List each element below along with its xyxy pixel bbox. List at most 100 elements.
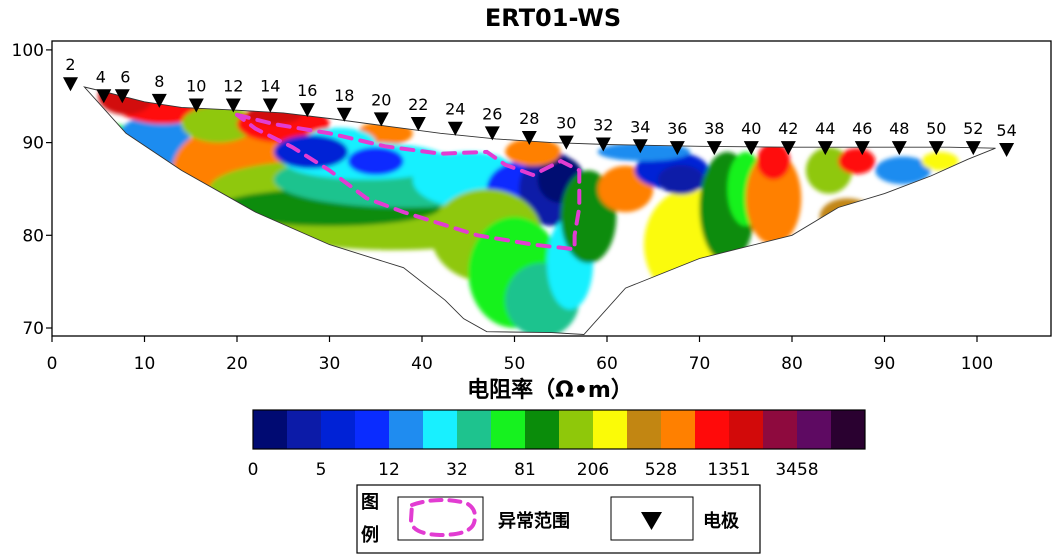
electrode-label: 50 xyxy=(926,119,946,138)
electrode-marker xyxy=(484,126,500,141)
electrode-label: 30 xyxy=(556,114,576,133)
electrode-marker xyxy=(336,107,352,122)
colorbar-swatch xyxy=(627,410,662,449)
x-tick-label: 60 xyxy=(596,354,618,374)
electrode-label: 24 xyxy=(445,100,465,119)
legend-anomaly-label: 异常范围 xyxy=(498,510,570,532)
electrode-label: 38 xyxy=(704,119,724,138)
electrode-label: 36 xyxy=(667,119,687,138)
colorbar-swatch xyxy=(695,410,730,449)
colorbar-swatch xyxy=(457,410,492,449)
electrode-label: 4 xyxy=(96,67,106,86)
colorbar-tick-label: 528 xyxy=(645,460,677,480)
colorbar-tick-label: 1351 xyxy=(707,460,750,480)
anomaly-boundary xyxy=(235,112,582,252)
electrode-marker xyxy=(151,93,167,108)
electrode-label: 32 xyxy=(593,115,613,134)
electrode-label: 14 xyxy=(260,77,280,96)
electrode-marker xyxy=(780,141,796,156)
electrode-label: 34 xyxy=(630,117,650,136)
colorbar-tick-label: 3458 xyxy=(775,460,818,480)
electrode-marker xyxy=(854,141,870,156)
colorbar-swatch xyxy=(763,410,798,449)
electrode-label: 2 xyxy=(65,55,75,74)
colorbar-swatch xyxy=(389,410,424,449)
electrode-markers: 24 6 8 10 12 14 16 18 20 22 24 26 28 30 32 34 36 38 40 42 44… xyxy=(63,55,1017,158)
colorbar-tick-label: 0 xyxy=(248,460,259,480)
electrode-label: 6 xyxy=(120,67,130,86)
x-tick-label: 0 xyxy=(47,354,58,374)
electrode-marker xyxy=(96,89,112,104)
electrode-label: 42 xyxy=(778,119,798,138)
electrode-label: 44 xyxy=(815,119,835,138)
electrode-label: 26 xyxy=(482,104,502,123)
y-tick-label: 100 xyxy=(12,41,44,61)
colorbar-tick-labels: 0 5 12 32 81 206 528 1351 3458 xyxy=(248,460,819,480)
electrode-marker xyxy=(965,141,981,156)
legend-heading-2: 例 xyxy=(361,524,379,546)
legend-heading-1: 图 xyxy=(361,492,379,513)
electrode-marker xyxy=(999,143,1015,158)
electrode-label: 40 xyxy=(741,119,761,138)
electrode-label: 12 xyxy=(223,77,243,96)
colorbar-title: 电阻率（Ω•m） xyxy=(467,377,633,403)
legend-electrode-icon xyxy=(641,512,662,530)
electrode-marker xyxy=(706,141,722,156)
electrode-marker xyxy=(817,141,833,156)
y-tick-label: 90 xyxy=(22,134,44,154)
electrode-marker xyxy=(114,89,130,104)
electrode-label: 8 xyxy=(154,72,164,91)
legend-electrode-label: 电极 xyxy=(703,510,740,532)
x-tick-label: 70 xyxy=(689,354,711,374)
x-tick-label: 40 xyxy=(411,354,433,374)
electrode-label: 52 xyxy=(963,119,983,138)
colorbar-swatch xyxy=(355,410,390,449)
electrode-marker xyxy=(447,121,463,136)
colorbar-swatch xyxy=(491,410,526,449)
colorbar-swatch xyxy=(593,410,628,449)
y-tick-label: 70 xyxy=(22,319,44,339)
legend: 图 例 异常范围 电极 xyxy=(356,484,761,554)
electrode-marker xyxy=(188,98,204,113)
x-tick-label: 90 xyxy=(874,354,896,374)
electrode-label: 28 xyxy=(519,109,539,128)
chart-title: ERT01-WS xyxy=(485,4,621,32)
y-tick-label: 80 xyxy=(22,226,44,246)
colorbar-swatch xyxy=(559,410,594,449)
electrode-label: 22 xyxy=(408,95,428,114)
electrode-label: 18 xyxy=(334,86,354,105)
colorbar-tick-label: 32 xyxy=(446,460,468,480)
colorbar-tick-label: 206 xyxy=(577,460,609,480)
colorbar-swatch xyxy=(321,410,356,449)
electrode-label: 20 xyxy=(371,90,391,109)
x-tick-label: 10 xyxy=(134,354,156,374)
electrode-marker xyxy=(299,103,315,118)
electrode-marker xyxy=(63,77,78,92)
section-outline xyxy=(83,86,996,335)
electrode-label: 48 xyxy=(889,119,909,138)
colorbar-tick-label: 5 xyxy=(316,460,327,480)
x-tick-label: 100 xyxy=(961,354,993,374)
electrode-marker xyxy=(595,137,611,152)
electrode-marker xyxy=(225,98,241,113)
colorbar-swatch xyxy=(831,410,866,449)
x-tick-label: 30 xyxy=(319,354,341,374)
x-tick-label: 80 xyxy=(781,354,803,374)
electrode-marker xyxy=(743,141,759,156)
colorbar-swatch xyxy=(797,410,832,449)
electrode-label: 46 xyxy=(852,119,872,138)
colorbar-swatch xyxy=(253,410,288,449)
legend-anomaly-swatch xyxy=(408,498,477,538)
colorbar-tick-label: 81 xyxy=(514,460,536,480)
x-axis: 0 10 20 30 40 50 60 70 80 90 100 xyxy=(47,336,993,374)
colorbar-swatch xyxy=(729,410,764,449)
colorbar-swatch xyxy=(423,410,458,449)
colorbar-swatch xyxy=(525,410,560,449)
electrode-marker xyxy=(632,139,648,154)
electrode-marker xyxy=(410,117,426,132)
electrode-marker xyxy=(521,130,537,145)
electrode-marker xyxy=(891,141,907,156)
electrode-marker xyxy=(558,135,574,150)
electrode-label: 10 xyxy=(186,77,206,96)
